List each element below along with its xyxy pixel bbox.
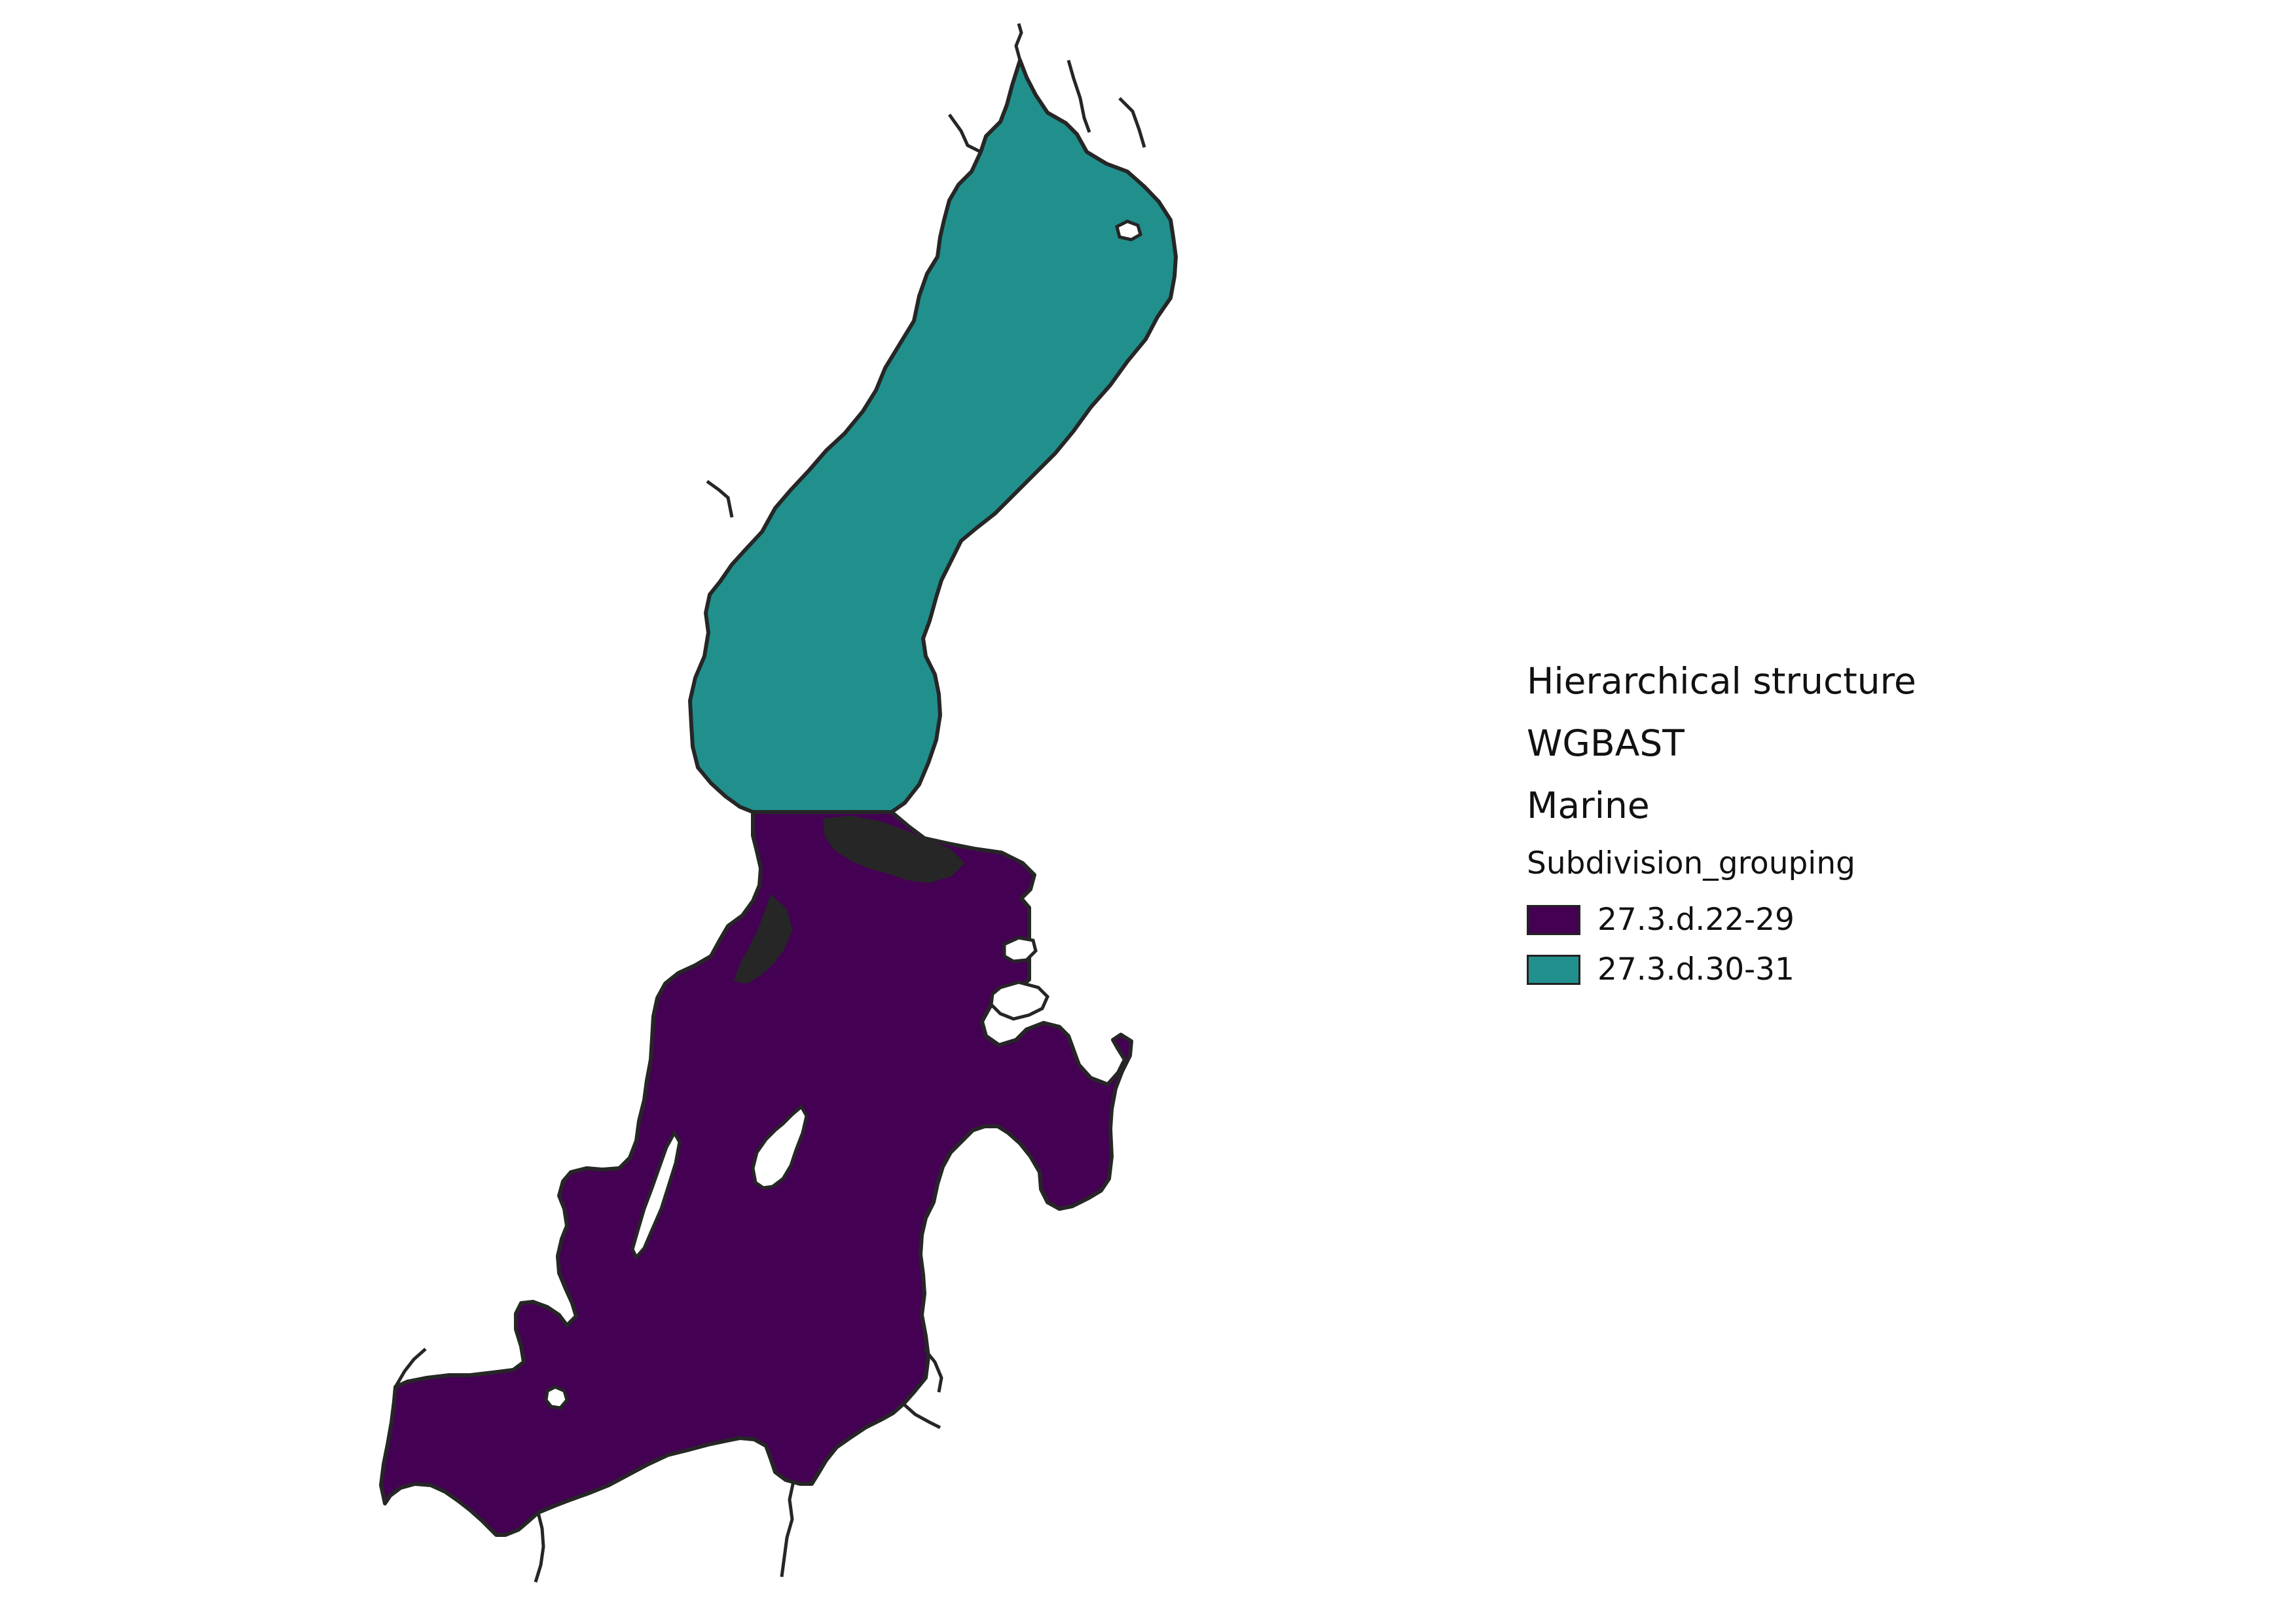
legend-item-30-31: 27.3.d.30-31 bbox=[1527, 945, 2116, 995]
legend-layer-name: Marine bbox=[1527, 784, 1650, 826]
island-hiiumaa bbox=[1002, 936, 1038, 963]
legend-title: Hierarchical structure bbox=[1527, 660, 1916, 702]
island-gotland bbox=[751, 1104, 809, 1190]
river-tornio bbox=[1014, 23, 1023, 61]
legend-group-name: WGBAST bbox=[1527, 722, 1685, 764]
river-kalix bbox=[1066, 60, 1091, 133]
river-kaliningrad bbox=[902, 1403, 941, 1430]
island-bornholm bbox=[544, 1385, 569, 1410]
island-oland bbox=[630, 1129, 682, 1261]
legend-swatch-teal bbox=[1527, 955, 1580, 985]
river-ume bbox=[706, 479, 734, 518]
legend-item-label: 27.3.d.30-31 bbox=[1597, 951, 1795, 987]
river-oder bbox=[534, 1512, 545, 1583]
stockholm-archipelago bbox=[733, 894, 793, 984]
legend-item-label: 27.3.d.22-29 bbox=[1597, 902, 1795, 938]
river-northeast bbox=[1118, 97, 1146, 148]
island-north bbox=[1115, 219, 1142, 242]
river-lule bbox=[947, 113, 982, 154]
legend: Hierarchical structure WGBAST Marine Sub… bbox=[1527, 661, 2116, 995]
aland-archipelago bbox=[823, 815, 965, 883]
legend-item-22-29: 27.3.d.22-29 bbox=[1527, 895, 2116, 945]
river-latvia bbox=[923, 1348, 943, 1393]
river-vistula bbox=[780, 1481, 795, 1578]
legend-swatch-purple bbox=[1527, 905, 1580, 935]
region-27-3-d-30-31 bbox=[688, 58, 1178, 814]
river-southwest bbox=[393, 1348, 427, 1388]
legend-field-name: Subdivision_grouping bbox=[1527, 845, 1855, 881]
island-saaremaa bbox=[989, 980, 1049, 1021]
